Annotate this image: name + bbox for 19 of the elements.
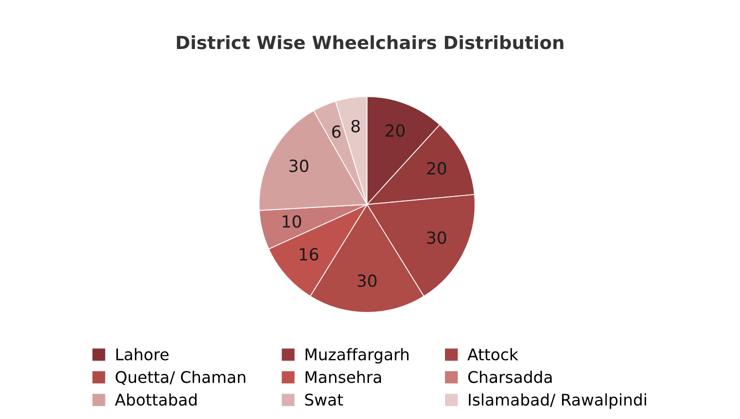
data-label: 20 [427, 162, 446, 175]
legend-label: Swat [305, 394, 343, 406]
data-label: 30 [289, 160, 308, 172]
legend-label: Muzaffargarh [306, 348, 408, 364]
legend-label: Quetta/ Chaman [116, 370, 246, 385]
chart-title: District Wise Wheelchairs Distribution [176, 35, 564, 50]
legend-label: Islamabad/ Rawalpindi [468, 393, 646, 409]
data-label: 10 [282, 215, 302, 228]
data-label: 6 [332, 125, 341, 138]
data-label: 16 [300, 248, 318, 261]
legend-label: Charsadda [468, 370, 552, 384]
legend-label: Attock [467, 348, 518, 360]
data-label: 30 [427, 231, 446, 244]
legend-label: Lahore [116, 348, 169, 360]
legend-label: Mansehra [306, 370, 381, 384]
data-label: 20 [386, 124, 405, 137]
data-label: 30 [358, 274, 377, 288]
legend-label: Abottabad [114, 393, 197, 406]
data-label: 8 [351, 120, 360, 132]
